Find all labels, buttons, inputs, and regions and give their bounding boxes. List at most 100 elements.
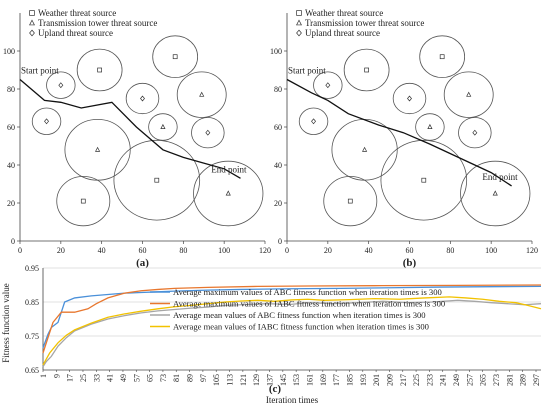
triangle-marker [427,123,433,129]
triangle-marker [199,91,205,97]
x-tick-label: 81 [172,374,181,382]
legend-label-3: Average mean values of ABC fitness funct… [173,310,426,320]
legend-diamond-icon [29,29,35,37]
panel-a-ticks: 0 20 40 60 80 100 120 0 20 40 60 80 100 [3,47,271,255]
threat-circle [380,139,468,221]
diamond-marker [44,118,49,125]
panel-a-start-label: Start point [21,66,59,76]
x-tick-label: 169 [319,374,328,386]
x-tick-label: 209 [385,374,394,386]
panel-c-ticks: 0.65 0.75 0.85 0.95 1 9 17 25 33 41 49 57 65 73 81 89 97… [25,264,541,386]
threat-circle [113,139,201,221]
square-marker [80,198,86,204]
series-line-4 [42,296,542,366]
square-marker [347,198,353,204]
series-line-3 [42,299,542,367]
diamond-marker [311,118,316,125]
x-tick-label: 265 [479,374,488,386]
panel-b-end-label: End point [482,172,518,182]
square-marker [439,54,445,60]
x-tick-label: 120 [259,246,271,255]
x-tick-label: 40 [365,246,373,255]
panel-b-path-line [286,78,512,187]
diamond-marker [58,82,64,89]
threat-circle [460,160,531,227]
x-tick-label: 100 [218,246,230,255]
threat-circle [56,176,111,227]
threat-circle [298,107,329,136]
legend-label: Transmission tower threat source [38,18,157,28]
x-tick-label: 0 [18,246,22,255]
legend-diamond-icon [296,29,302,37]
x-tick-label: 249 [452,374,461,386]
y-tick-label: 100 [270,47,282,56]
legend-label-2: Average maximum values of IABC fitness f… [173,299,445,309]
threat-circle [392,82,427,115]
x-tick-label: 193 [359,374,368,386]
panel-a-path-line [19,79,241,179]
x-tick-label: 57 [132,374,141,382]
square-marker [154,177,160,183]
threat-circle [176,71,227,118]
x-tick-label: 1 [39,374,48,378]
x-tick-label: 121 [239,374,248,386]
square-marker [364,67,369,73]
x-tick-label: 289 [519,374,528,386]
x-tick-label: 25 [79,374,88,382]
threat-circle [458,117,492,149]
x-tick-label: 33 [92,374,101,382]
x-tick-label: 97 [199,374,208,382]
square-marker [421,177,427,183]
x-tick-label: 73 [159,374,168,382]
threat-circle [313,71,343,99]
threat-circle [46,71,76,99]
diamond-marker [140,95,145,102]
panel-b-ticks: 0 20 40 60 80 100 120 0 20 40 60 80 100 [270,47,538,255]
x-tick-label: 153 [292,374,301,386]
y-tick-label: 60 [274,123,282,132]
legend-label: Weather threat source [38,8,116,18]
x-tick-label: 20 [57,246,65,255]
panel-b-threats [298,35,531,227]
threat-circle [31,107,62,136]
panel-b-start-label: Start point [288,66,326,76]
y-tick-label: 0 [11,237,15,246]
legend-triangle-icon [296,19,302,26]
threat-circle [343,48,390,92]
y-tick-label: 20 [7,199,15,208]
x-tick-label: 60 [139,246,147,255]
threat-circle [148,113,178,141]
x-tick-label: 297 [532,374,541,386]
panel-c: 0.65 0.75 0.85 0.95 1 9 17 25 33 41 49 57 65 73 81 89 97… [1,264,542,405]
y-tick-label: 80 [7,85,15,94]
threat-circle [152,35,199,79]
threat-circle [125,82,160,115]
triangle-marker [466,91,472,97]
panel-c-legend: Average maximum values of ABC fitness fu… [150,287,445,332]
y-tick-label: 60 [7,123,15,132]
x-tick-label: 80 [446,246,454,255]
x-tick-label: 9 [52,374,61,378]
x-tick-label: 185 [345,374,354,386]
diamond-marker [325,82,331,89]
legend-square-icon [29,10,35,16]
x-tick-label: 217 [399,374,408,386]
threat-circle [419,35,466,79]
y-tick-label: 80 [274,85,282,94]
x-tick-label: 201 [372,374,381,386]
square-marker [97,67,102,73]
panel-a-end-label: End point [211,164,247,174]
x-tick-label: 105 [212,374,221,386]
panel-a-label: (a) [136,257,149,269]
x-tick-label: 161 [305,374,314,386]
legend-label-1: Average maximum values of ABC fitness fu… [173,287,442,297]
legend-label: Transmission tower threat source [305,18,424,28]
panel-c-series [42,284,542,367]
panel-b-label: (b) [403,257,417,269]
panel-a-threats [31,35,264,227]
x-tick-label: 49 [119,374,128,382]
x-tick-label: 41 [106,374,115,382]
threat-circle [323,176,378,227]
